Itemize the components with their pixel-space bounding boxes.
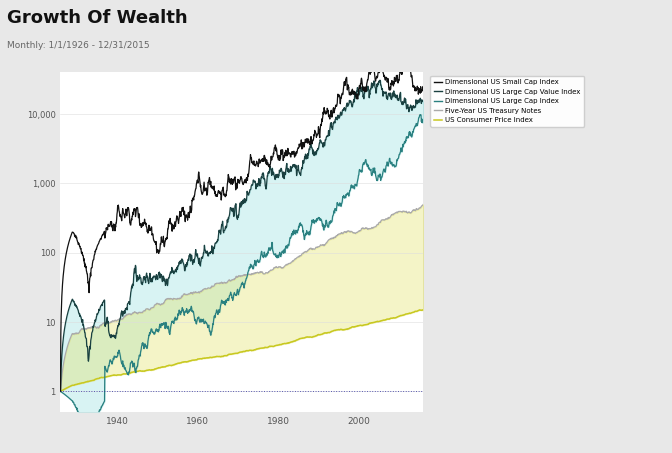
Legend: Dimensional US Small Cap Index, Dimensional US Large Cap Value Index, Dimensiona: Dimensional US Small Cap Index, Dimensio…	[431, 76, 584, 127]
Text: Monthly: 1/1/1926 - 12/31/2015: Monthly: 1/1/1926 - 12/31/2015	[7, 41, 149, 50]
Text: Growth Of Wealth: Growth Of Wealth	[7, 9, 187, 27]
